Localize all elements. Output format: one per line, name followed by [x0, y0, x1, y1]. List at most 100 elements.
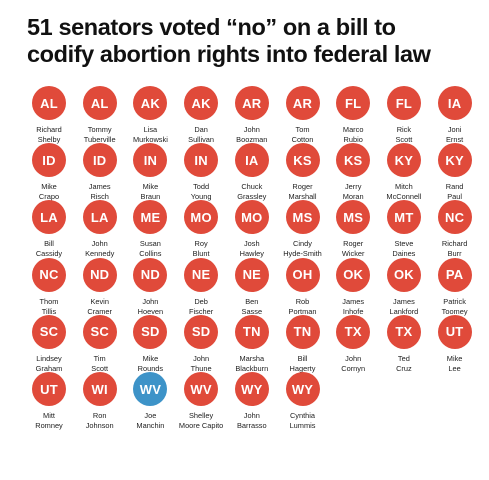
- senator-item: WY John Barrasso: [227, 372, 277, 431]
- senator-last-name: Manchin: [136, 421, 165, 430]
- state-badge: LA: [82, 200, 117, 235]
- senator-last-name: Graham: [35, 363, 63, 373]
- senator-last-name: Tillis: [41, 306, 57, 316]
- state-badge: TN: [234, 314, 269, 349]
- senator-name: Lisa Murkowski: [125, 125, 175, 145]
- senator-item: FL Marco Rubio: [328, 86, 378, 145]
- senator-name: Tim Scott: [75, 354, 125, 374]
- senator-name: James Inhofe: [328, 297, 378, 317]
- senator-first-name: Ted: [397, 353, 410, 363]
- senator-item: MS Roger Wicker: [328, 200, 378, 259]
- senator-last-name: Barrasso: [237, 421, 267, 430]
- senator-name: John Boozman: [227, 125, 277, 145]
- state-badge: ID: [32, 143, 66, 178]
- senator-item: TX Ted Cruz: [379, 314, 429, 374]
- senator-item: AL Richard Shelby: [24, 86, 74, 145]
- senator-name: Joni Ernst: [430, 125, 480, 145]
- senator-name: Roger Marshall: [278, 182, 328, 202]
- state-badge: KS: [336, 143, 371, 178]
- senator-name: Ben Sasse: [227, 297, 277, 317]
- senator-name: Rob Portman: [278, 297, 328, 317]
- senator-item: NC Thom Tillis: [24, 257, 74, 317]
- senator-item: ND John Hoeven: [125, 257, 175, 317]
- senator-last-name: Lankford: [389, 306, 419, 316]
- state-badge: MO: [184, 200, 219, 235]
- state-badge: AK: [184, 86, 219, 120]
- senator-last-name: Wicker: [341, 249, 365, 259]
- senator-name: Marco Rubio: [328, 125, 378, 145]
- senator-name: Rand Paul: [430, 182, 480, 202]
- state-badge: IA: [437, 86, 472, 120]
- state-badge: NE: [184, 257, 219, 292]
- senator-last-name: Thune: [190, 363, 212, 373]
- senator-last-name: Murkowski: [132, 135, 168, 144]
- state-badge: ND: [82, 257, 117, 292]
- state-badge: WY: [285, 372, 320, 406]
- state-badge: OK: [336, 257, 371, 292]
- senator-name: Mike Braun: [125, 182, 175, 202]
- senator-first-name: Mike: [142, 353, 159, 363]
- senator-last-name: Sullivan: [188, 135, 215, 144]
- senator-name: Mitch McConnell: [379, 182, 429, 202]
- state-badge: PA: [437, 257, 472, 292]
- senator-first-name: Ben: [245, 296, 259, 306]
- senator-first-name: James: [342, 296, 365, 306]
- senator-item: ID Mike Crapo: [24, 143, 74, 202]
- senator-name: Richard Burr: [430, 239, 480, 259]
- senator-name: Richard Shelby: [24, 125, 74, 145]
- senator-item: TN Marsha Blackburn: [227, 314, 277, 374]
- senator-first-name: Lisa: [143, 125, 158, 134]
- title-line-2: codify abortion rights into federal law: [27, 41, 431, 67]
- state-badge: KY: [437, 143, 472, 178]
- senator-name: Ron Johnson: [75, 411, 125, 431]
- senator-item: KS Jerry Moran: [328, 143, 378, 202]
- senator-item: WV Shelley Moore Capito: [176, 372, 226, 431]
- senator-last-name: McConnell: [386, 192, 422, 202]
- senator-last-name: Paul: [447, 192, 462, 202]
- senator-item: TN Bill Hagerty: [278, 314, 328, 374]
- senator-item: SD Mike Rounds: [125, 314, 175, 374]
- senator-item: ND Kevin Cramer: [75, 257, 125, 317]
- senator-first-name: James: [393, 296, 415, 306]
- senator-first-name: Susan: [139, 239, 161, 249]
- senator-item: NC Richard Burr: [430, 200, 480, 259]
- state-badge: TN: [285, 314, 320, 349]
- senator-item: IN Mike Braun: [125, 143, 175, 202]
- state-badge: ME: [133, 200, 168, 235]
- senator-name: Todd Young: [176, 182, 226, 202]
- state-badge: NC: [437, 200, 472, 235]
- senator-first-name: Rand: [445, 182, 464, 192]
- senator-first-name: Roger: [343, 239, 364, 249]
- senator-first-name: Kevin: [90, 296, 109, 306]
- senator-first-name: Rob: [295, 296, 310, 306]
- senator-first-name: Lindsey: [36, 353, 62, 363]
- senator-last-name: Shelby: [37, 135, 61, 144]
- state-badge: UT: [32, 372, 66, 406]
- senator-first-name: Bill: [297, 353, 308, 363]
- senator-name: John Barrasso: [227, 411, 277, 431]
- senator-item: AK Lisa Murkowski: [125, 86, 175, 145]
- senator-last-name: Young: [190, 192, 212, 202]
- senator-item: UT Mike Lee: [430, 314, 480, 374]
- senator-first-name: John: [345, 353, 362, 363]
- senator-first-name: Cynthia: [289, 411, 316, 420]
- senator-item: PA Patrick Toomey: [430, 257, 480, 317]
- senator-name: Susan Collins: [125, 239, 175, 259]
- senator-last-name: Moran: [342, 192, 364, 202]
- senator-name: Ted Cruz: [379, 354, 429, 374]
- senator-last-name: Marshall: [288, 192, 317, 202]
- senator-name: Tommy Tuberville: [75, 125, 125, 145]
- senator-last-name: Fischer: [188, 306, 214, 316]
- senator-item: AK Dan Sullivan: [176, 86, 226, 145]
- senator-first-name: Marco: [342, 125, 364, 134]
- senator-name: Cynthia Lummis: [278, 411, 328, 431]
- senator-name: Thom Tillis: [24, 297, 74, 317]
- senator-item: MS Cindy Hyde-Smith: [278, 200, 328, 259]
- senator-name: Mike Rounds: [125, 354, 175, 374]
- senator-name: Roy Blunt: [176, 239, 226, 259]
- senator-first-name: Joe: [144, 411, 157, 420]
- senator-last-name: Portman: [288, 306, 317, 316]
- state-badge: MO: [234, 200, 269, 235]
- senator-last-name: Sasse: [241, 306, 263, 316]
- senator-item: AR John Boozman: [227, 86, 277, 145]
